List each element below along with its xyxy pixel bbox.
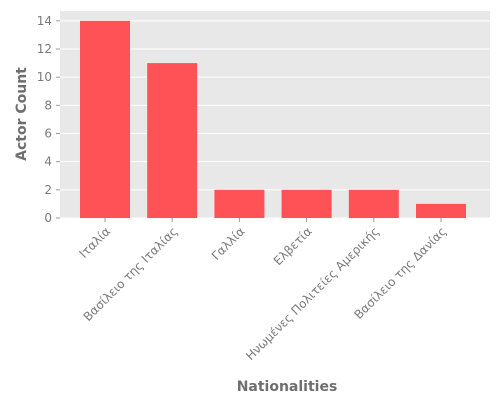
- bar: [281, 189, 332, 218]
- x-tick-label: Ηνωμένες Πολιτείες Αμερικής: [243, 224, 382, 363]
- y-tick-label: 0: [44, 211, 52, 225]
- x-tick-label: Γαλλία: [209, 224, 248, 263]
- y-axis-title: Actor Count: [14, 67, 30, 161]
- bar: [80, 20, 130, 218]
- y-tick-label: 4: [44, 155, 52, 169]
- bars: [80, 20, 466, 219]
- x-tick-label: Ελβετία: [271, 224, 315, 268]
- grid-lines: [60, 20, 490, 219]
- y-axis-ticks: 0 2 4 6 8 10 12 14: [37, 14, 60, 225]
- y-tick-label: 8: [44, 98, 52, 112]
- y-tick-label: 12: [37, 42, 52, 56]
- x-tick-label: Ιταλία: [77, 224, 114, 261]
- plot-panel: [60, 11, 490, 218]
- y-tick-label: 10: [37, 70, 52, 84]
- bar: [348, 189, 399, 218]
- y-tick-label: 2: [44, 183, 52, 197]
- bar: [416, 203, 466, 218]
- bar: [147, 63, 198, 219]
- x-axis-title: Nationalities: [237, 379, 338, 395]
- bar: [214, 189, 265, 218]
- y-tick-label: 6: [44, 127, 52, 141]
- y-tick-label: 14: [37, 14, 52, 28]
